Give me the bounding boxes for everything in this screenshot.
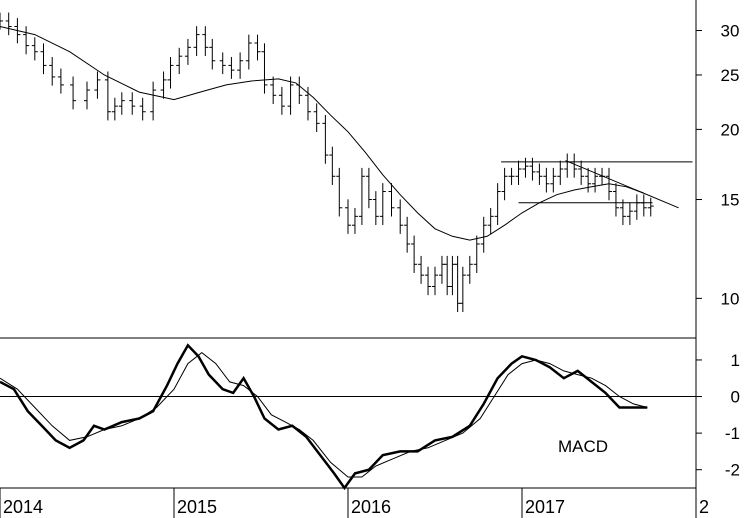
x-axis: 2014 2015 2016 2017 2 <box>0 488 709 518</box>
macd-y-tick-label: 0 <box>731 388 740 407</box>
macd-panel: 1 0 -1 -2 <box>0 343 740 491</box>
price-y-tick-label: 20 <box>721 120 740 139</box>
price-y-tick-label: 15 <box>721 191 740 210</box>
macd-signal-line <box>0 351 648 478</box>
x-tick-label: 2 <box>699 497 709 517</box>
macd-y-tick-label: 1 <box>731 351 740 370</box>
macd-annotation-label: MACD <box>558 437 608 456</box>
price-y-tick-label: 25 <box>721 66 740 85</box>
macd-y-tick-label: -2 <box>725 461 740 480</box>
trendline <box>565 160 679 209</box>
price-y-tick-label: 10 <box>721 289 740 308</box>
x-tick-label: 2015 <box>177 497 217 517</box>
macd-y-tick-label: -1 <box>725 424 740 443</box>
price-y-tick-label: 30 <box>721 22 740 41</box>
price-panel: 30 25 20 15 10 <box>0 12 740 312</box>
moving-average-line <box>0 26 644 241</box>
x-tick-label: 2017 <box>525 497 565 517</box>
x-tick-label: 2014 <box>3 497 43 517</box>
x-tick-label: 2016 <box>351 497 391 517</box>
